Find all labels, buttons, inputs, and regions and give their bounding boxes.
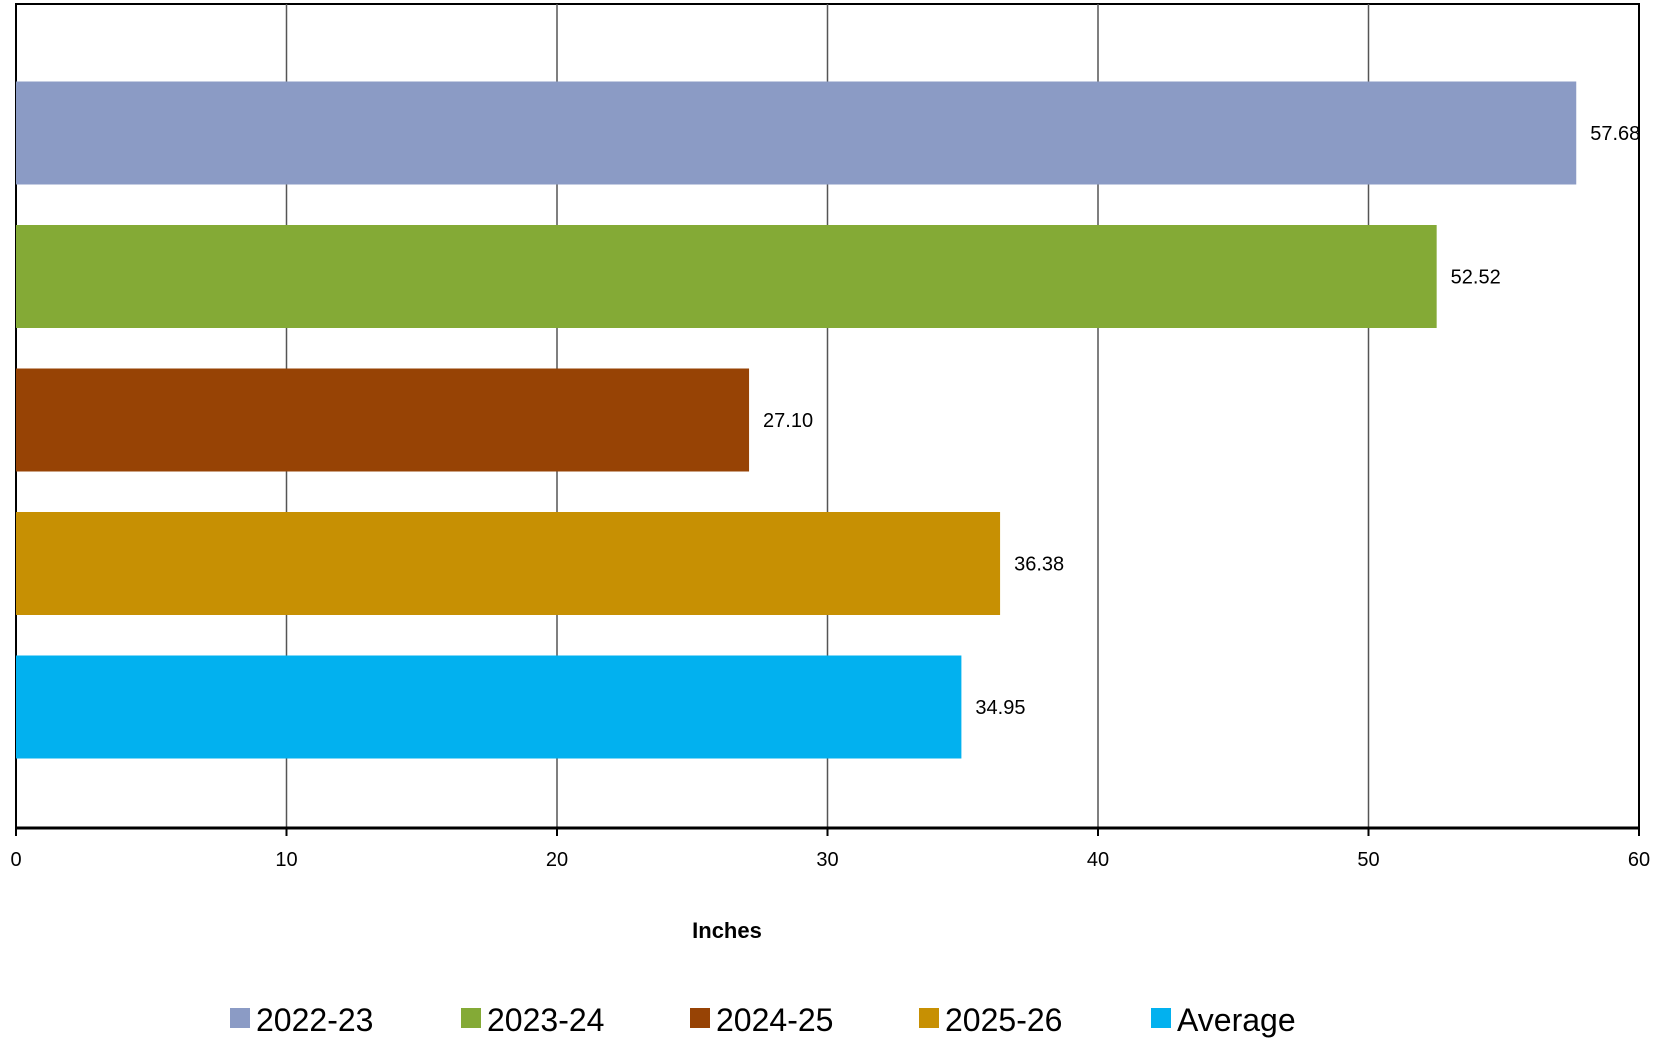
- x-tick-label: 50: [1357, 849, 1379, 871]
- bar: [16, 81, 1577, 185]
- bar: [16, 512, 1001, 615]
- legend-label: Average: [1177, 1002, 1296, 1038]
- legend-swatch: [690, 1008, 710, 1028]
- bar-value-label: 27.10: [763, 410, 813, 432]
- legend-label: 2024-25: [716, 1002, 833, 1038]
- legend-label: 2023-24: [487, 1002, 604, 1038]
- bar-value-label: 52.52: [1451, 267, 1501, 289]
- legend-label: 2025-26: [945, 1002, 1062, 1038]
- x-axis-title: Inches: [692, 918, 762, 943]
- x-tick-label: 20: [546, 849, 568, 871]
- x-tick-label: 30: [816, 849, 838, 871]
- x-tick-label: 0: [10, 849, 21, 871]
- x-tick-label: 10: [275, 849, 297, 871]
- legend-swatch: [461, 1008, 481, 1028]
- x-tick-label: 60: [1628, 849, 1650, 871]
- bar-value-label: 57.68: [1590, 123, 1640, 145]
- bar-value-label: 34.95: [975, 697, 1025, 719]
- bar-value-label: 36.38: [1014, 554, 1064, 576]
- legend-swatch: [919, 1008, 939, 1028]
- legend-label: 2022-23: [256, 1002, 373, 1038]
- bar: [16, 225, 1437, 328]
- x-tick-label: 40: [1087, 849, 1109, 871]
- x-axis-ticks: 0 10 20 30 40 50 60: [10, 828, 1650, 871]
- bars-group: 57.68 52.52 27.10 36.38 34.95: [16, 81, 1640, 759]
- legend: 2022-23 2023-24 2024-25 2025-26 Average: [230, 1002, 1296, 1038]
- legend-swatch: [1151, 1008, 1171, 1028]
- bar: [16, 368, 750, 472]
- legend-swatch: [230, 1008, 250, 1028]
- bar: [16, 655, 962, 759]
